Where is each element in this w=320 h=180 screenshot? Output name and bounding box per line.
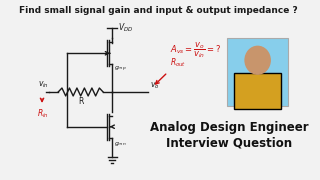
Text: $V_{DD}$: $V_{DD}$ (118, 21, 133, 34)
Text: $R_{in}$: $R_{in}$ (37, 108, 48, 120)
Text: $R_{out}$: $R_{out}$ (170, 57, 186, 69)
FancyBboxPatch shape (234, 73, 281, 109)
Text: $A_{vs}=\dfrac{v_o}{v_{in}}=?$: $A_{vs}=\dfrac{v_o}{v_{in}}=?$ (171, 40, 221, 60)
Text: $g_{mp}$: $g_{mp}$ (114, 65, 127, 74)
Circle shape (245, 46, 270, 74)
Text: R: R (78, 97, 83, 106)
FancyBboxPatch shape (227, 38, 288, 106)
Text: Analog Design Engineer: Analog Design Engineer (149, 121, 308, 134)
Text: Interview Question: Interview Question (166, 136, 292, 149)
Text: Find small signal gain and input & output impedance ?: Find small signal gain and input & outpu… (20, 6, 298, 15)
Text: $v_{in}$: $v_{in}$ (38, 80, 50, 90)
Text: $g_{mn}$: $g_{mn}$ (114, 140, 127, 148)
Text: $v_o$: $v_o$ (150, 80, 159, 91)
